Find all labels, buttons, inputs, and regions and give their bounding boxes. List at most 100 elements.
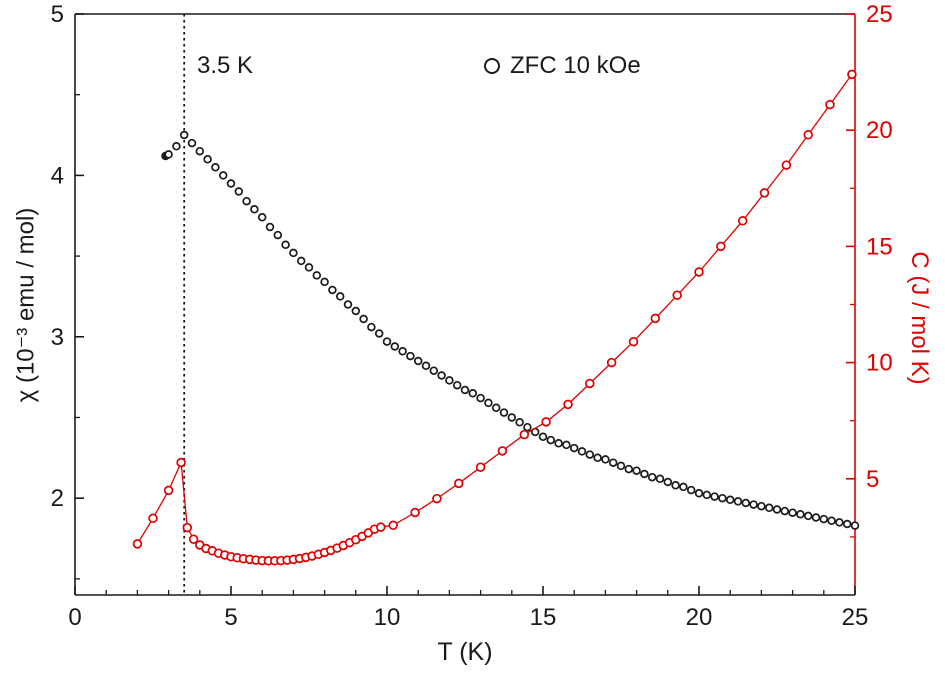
heat-capacity-marker: [176, 457, 186, 468]
susceptibility-marker: [624, 464, 634, 474]
susceptibility-marker: [749, 500, 758, 509]
heat-capacity-marker: [672, 290, 682, 300]
susceptibility-marker: [679, 482, 688, 492]
susceptibility-marker: [398, 347, 407, 356]
susceptibility-marker: [835, 518, 844, 527]
left-axis-tick-label: 3: [51, 324, 64, 351]
susceptibility-marker: [187, 138, 197, 148]
susceptibility-marker: [242, 196, 251, 206]
heat-capacity-marker: [519, 429, 530, 440]
susceptibility-marker: [850, 521, 860, 530]
x-axis-tick-label: 10: [374, 604, 401, 631]
susceptibility-marker: [484, 398, 493, 408]
susceptibility-marker: [796, 510, 805, 519]
susceptibility-marker: [640, 469, 649, 479]
x-axis-tick-label: 20: [686, 604, 713, 631]
heat-capacity-marker: [847, 69, 857, 80]
susceptibility-marker: [780, 506, 790, 516]
susceptibility-marker: [710, 492, 719, 501]
susceptibility-marker: [671, 481, 680, 490]
susceptibility-marker: [234, 187, 244, 196]
heat-capacity-marker: [182, 522, 193, 533]
left-axis-tick-label: 5: [51, 1, 64, 28]
susceptibility-marker: [359, 314, 368, 324]
legend-open-circle-icon: [484, 58, 500, 74]
susceptibility-marker: [289, 248, 298, 258]
susceptibility-marker: [172, 142, 181, 151]
heat-capacity-marker: [694, 267, 704, 277]
heat-capacity-marker: [650, 313, 661, 324]
susceptibility-marker: [226, 179, 236, 188]
susceptibility-marker: [335, 292, 345, 301]
susceptibility-marker: [499, 408, 509, 417]
susceptibility-marker: [647, 472, 657, 482]
susceptibility-marker: [296, 256, 306, 266]
x-axis-tick-label: 0: [68, 604, 81, 631]
susceptibility-marker: [601, 455, 610, 464]
heat-capacity-marker: [803, 130, 813, 140]
susceptibility-marker: [203, 155, 212, 164]
susceptibility-marker: [507, 413, 517, 422]
transition-temperature-annotation: 3.5 K: [197, 52, 254, 79]
heat-capacity-marker: [737, 216, 748, 226]
susceptibility-marker: [445, 376, 454, 385]
heat-capacity-marker: [388, 520, 398, 531]
susceptibility-marker: [382, 337, 392, 346]
heat-capacity-marker: [188, 534, 199, 544]
susceptibility-marker: [788, 508, 797, 517]
susceptibility-marker: [686, 485, 696, 495]
susceptibility-marker: [577, 447, 587, 456]
right-y-axis-title: C (J / mol K): [906, 251, 933, 385]
x-axis-tick-label: 5: [224, 604, 237, 631]
x-axis-tick-label: 15: [530, 604, 557, 631]
susceptibility-marker: [281, 240, 290, 250]
heat-capacity-marker: [454, 478, 464, 489]
heat-capacity-marker: [148, 513, 158, 524]
susceptibility-marker: [179, 130, 189, 140]
susceptibility-marker: [304, 263, 314, 272]
left-y-axis-title: χ (10⁻³ emu / mol): [12, 207, 40, 403]
susceptibility-marker: [421, 361, 431, 371]
legend-label: ZFC 10 kOe: [510, 52, 641, 79]
susceptibility-marker: [803, 511, 813, 521]
heat-capacity-marker: [132, 539, 143, 549]
susceptibility-marker: [741, 498, 751, 508]
heat-capacity-marker: [432, 493, 442, 504]
susceptibility-marker: [554, 439, 563, 448]
legend: ZFC 10 kOe: [484, 52, 641, 80]
heat-capacity-marker: [759, 188, 770, 198]
susceptibility-marker: [608, 458, 618, 467]
susceptibility-marker: [413, 356, 423, 366]
heat-capacity-marker: [585, 378, 595, 389]
right-axis-tick-label: 5: [866, 466, 879, 493]
susceptibility-marker: [702, 490, 712, 500]
susceptibility-marker: [593, 453, 602, 463]
susceptibility-marker: [328, 285, 337, 295]
susceptibility-marker: [725, 495, 735, 505]
susceptibility-marker: [211, 163, 220, 172]
susceptibility-marker: [320, 277, 329, 287]
susceptibility-marker: [374, 329, 384, 338]
susceptibility-marker: [351, 306, 361, 316]
x-axis-tick-label: 25: [842, 604, 869, 631]
susceptibility-marker: [538, 432, 548, 442]
susceptibility-marker: [218, 171, 228, 180]
susceptibility-marker: [764, 503, 774, 513]
heat-capacity-marker: [497, 446, 508, 456]
heat-capacity-line: [136, 74, 853, 562]
susceptibility-marker: [757, 501, 766, 511]
heat-capacity-marker: [410, 507, 420, 518]
susceptibility-marker: [265, 222, 275, 232]
heat-capacity-marker: [628, 336, 639, 347]
susceptibility-marker: [632, 466, 641, 475]
heat-capacity-marker: [781, 160, 792, 170]
susceptibility-marker: [460, 385, 470, 395]
susceptibility-marker: [367, 322, 376, 332]
susceptibility-marker: [164, 150, 173, 159]
susceptibility-marker: [694, 489, 704, 498]
heat-capacity-marker: [825, 99, 835, 110]
susceptibility-marker: [718, 493, 727, 503]
heat-capacity-marker: [606, 357, 617, 368]
susceptibility-marker: [523, 422, 532, 432]
